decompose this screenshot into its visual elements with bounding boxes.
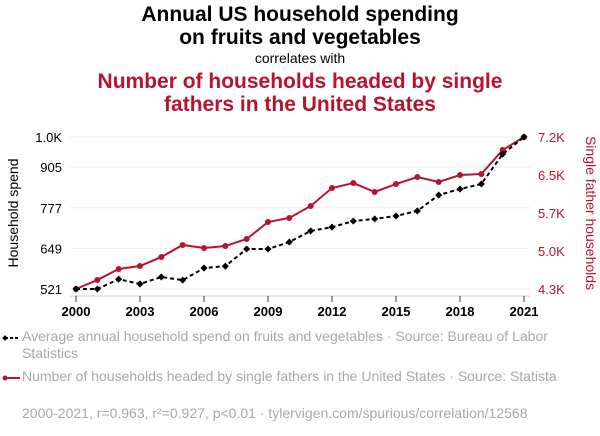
x-axis: 2000 2003 2006 2009 2012 2015 2018 2021 <box>62 295 539 319</box>
data-point-single-fathers <box>499 146 506 153</box>
data-point-single-fathers <box>265 219 271 226</box>
data-point-household-spend <box>115 275 123 283</box>
data-point-household-spend <box>307 227 315 235</box>
data-point-single-fathers <box>371 188 378 195</box>
x-tick-label: 2021 <box>510 304 539 319</box>
data-point-household-spend <box>349 217 357 225</box>
data-point-single-fathers <box>158 253 165 260</box>
x-tick-label: 2003 <box>126 304 155 319</box>
data-point-single-fathers <box>414 173 421 180</box>
data-point-household-spend <box>93 285 101 293</box>
data-point-household-spend <box>285 238 293 246</box>
series-line-household-spend <box>76 136 525 290</box>
right-axis-label: Single father households <box>583 136 599 290</box>
title-line-2: on fruits and vegetables <box>179 26 421 49</box>
data-point-single-fathers <box>115 265 122 272</box>
data-point-household-spend <box>243 245 251 253</box>
data-point-single-fathers <box>329 184 335 191</box>
x-tick-label: 2018 <box>446 304 475 319</box>
legend-item-single-fathers: Number of households headed by single fa… <box>2 368 562 385</box>
data-point-household-spend <box>157 273 165 281</box>
series-household-spend <box>72 133 528 293</box>
y-tick-label: 777 <box>40 201 62 216</box>
legend-item-household-spend: Average annual household spend on fruits… <box>2 328 562 362</box>
data-point-single-fathers <box>435 178 442 185</box>
data-point-single-fathers <box>94 276 101 283</box>
y-tick-label: 649 <box>40 241 62 256</box>
y2-tick-label: 5.7K <box>538 206 565 221</box>
data-point-household-spend <box>520 133 528 141</box>
data-point-single-fathers <box>350 180 357 187</box>
series-single-fathers <box>73 134 527 292</box>
series-line-single-fathers <box>75 136 525 290</box>
data-point-household-spend <box>392 212 400 220</box>
y-tick-label: 521 <box>40 282 62 297</box>
y-tick-label: 905 <box>40 160 62 175</box>
x-tick-label: 2015 <box>382 304 411 319</box>
y-tick-label: 1.0K <box>35 130 62 145</box>
data-point-household-spend <box>435 191 443 199</box>
data-point-household-spend <box>328 223 336 231</box>
gridlines <box>70 136 530 290</box>
data-point-household-spend <box>477 180 485 188</box>
data-point-household-spend <box>499 150 507 158</box>
x-tick-label: 2006 <box>190 304 219 319</box>
data-point-single-fathers <box>222 243 229 250</box>
data-point-household-spend <box>72 285 80 293</box>
x-tick-label: 2000 <box>62 304 91 319</box>
data-point-household-spend <box>221 262 229 270</box>
data-point-household-spend <box>371 215 379 223</box>
title-line-4: fathers in the United States <box>164 93 436 116</box>
data-point-single-fathers <box>393 181 399 188</box>
chart-title-primary: Annual US household spending on fruits a… <box>0 3 600 49</box>
data-point-household-spend <box>264 245 272 253</box>
data-point-household-spend <box>456 185 464 193</box>
legend-label-single-fathers: Number of households headed by single fa… <box>22 368 557 384</box>
left-axis-ticks: 521 649 777 905 1.0K <box>35 130 62 297</box>
data-point-single-fathers <box>243 235 250 242</box>
y2-tick-label: 4.3K <box>538 282 565 297</box>
y2-tick-label: 7.2K <box>538 130 565 145</box>
title-line-1: Annual US household spending <box>141 3 459 26</box>
right-axis-ticks: 4.3K 5.0K 5.7K 6.5K 7.2K <box>538 130 565 297</box>
x-tick-label: 2012 <box>318 304 347 319</box>
data-point-single-fathers <box>457 172 463 178</box>
data-point-single-fathers <box>307 202 314 209</box>
data-point-household-spend <box>200 264 208 272</box>
x-tick-label: 2009 <box>254 304 283 319</box>
data-point-single-fathers <box>201 245 207 252</box>
data-point-single-fathers <box>478 171 485 178</box>
data-point-single-fathers <box>179 241 186 248</box>
dashed-line-diamond-icon <box>2 335 20 341</box>
legend-label-household-spend: Average annual household spend on fruits… <box>22 328 548 361</box>
y2-tick-label: 5.0K <box>538 244 565 259</box>
data-point-household-spend <box>179 276 187 284</box>
data-point-household-spend <box>413 207 421 215</box>
title-connector: correlates with <box>254 50 346 66</box>
left-axis-label: Household spend <box>5 159 21 268</box>
data-point-household-spend <box>136 280 144 288</box>
title-line-3: Number of households headed by single <box>97 70 503 93</box>
footer-stats: 2000-2021, r=0.963, r²=0.927, p<0.01 · t… <box>22 405 528 421</box>
chart-title-secondary: Number of households headed by single fa… <box>0 70 600 116</box>
data-point-single-fathers <box>137 262 143 269</box>
y2-tick-label: 6.5K <box>538 168 565 183</box>
solid-line-circle-icon <box>2 375 20 381</box>
data-point-single-fathers <box>286 214 293 221</box>
